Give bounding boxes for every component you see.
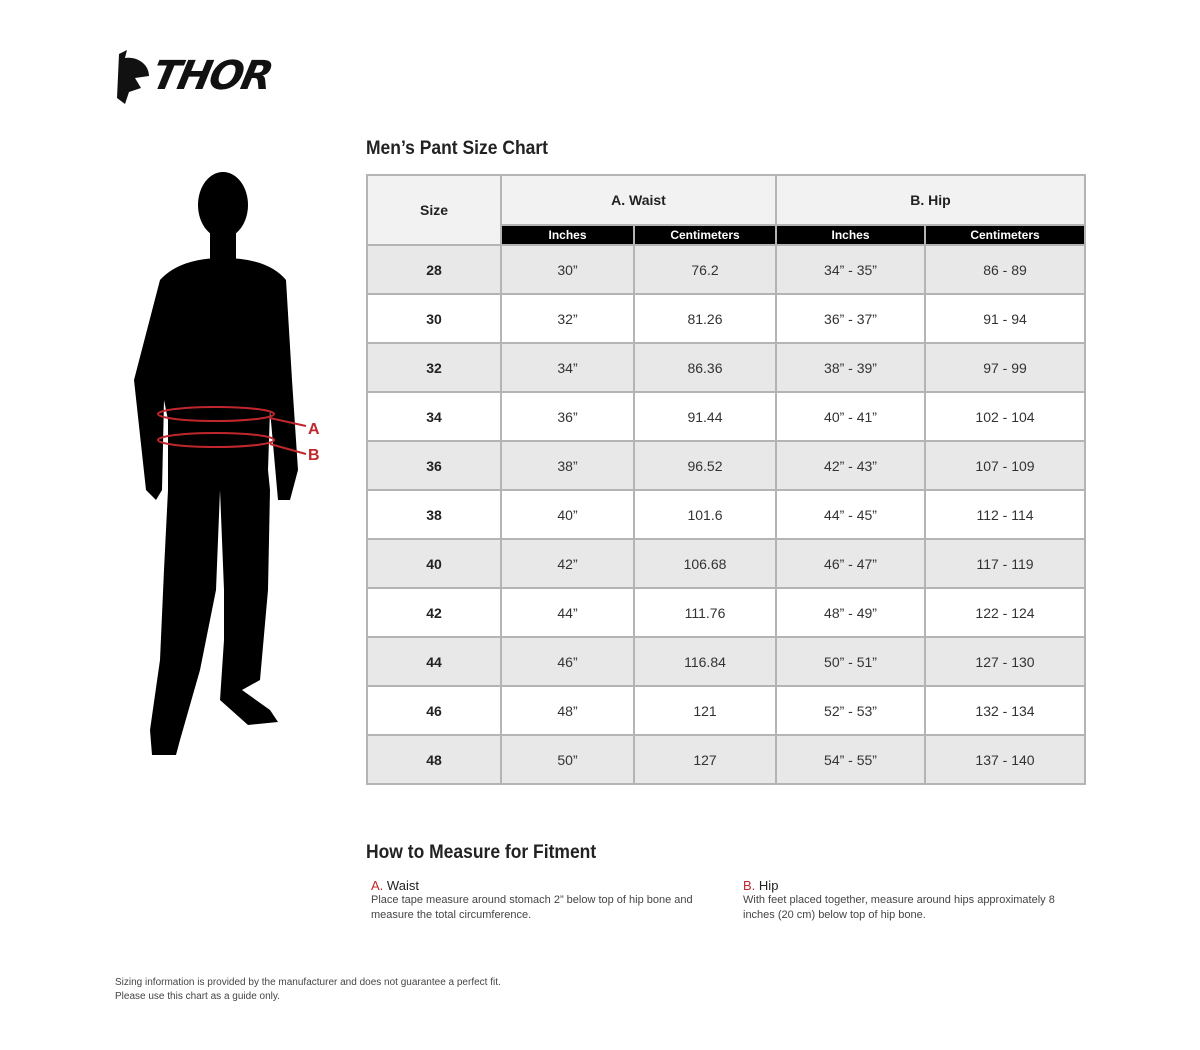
hip-cm-cell: 117 - 119 [924, 538, 1086, 589]
waist-text: Place tape measure around stomach 2” bel… [371, 894, 693, 921]
table-row: 40 42” 106.68 46” - 47” 117 - 119 [366, 538, 1086, 589]
waist-cm-header: Centimeters [633, 224, 777, 246]
waist-cm-cell: 111.76 [633, 587, 777, 638]
waist-inches-cell: 48” [500, 685, 635, 736]
waist-inches-cell: 36” [500, 391, 635, 442]
table-row: 30 32” 81.26 36” - 37” 91 - 94 [366, 293, 1086, 344]
table-row: 32 34” 86.36 38” - 39” 97 - 99 [366, 342, 1086, 393]
thor-logo: THOR [115, 48, 275, 104]
waist-inches-cell: 32” [500, 293, 635, 344]
waist-cm-cell: 127 [633, 734, 777, 785]
hip-cm-cell: 132 - 134 [924, 685, 1086, 736]
waist-inches-cell: 50” [500, 734, 635, 785]
waist-name: Waist [386, 878, 419, 893]
waist-cm-cell: 86.36 [633, 342, 777, 393]
hip-instructions: B. Hip With feet placed together, measur… [743, 878, 1083, 923]
table-row: 34 36” 91.44 40” - 41” 102 - 104 [366, 391, 1086, 442]
hip-inches-cell: 34” - 35” [775, 244, 926, 295]
label-a: A [308, 421, 320, 438]
hip-cm-header: Centimeters [924, 224, 1086, 246]
size-cell: 38 [366, 489, 502, 540]
table-row: 48 50” 127 54” - 55” 137 - 140 [366, 734, 1086, 785]
size-cell: 34 [366, 391, 502, 442]
size-cell: 42 [366, 587, 502, 638]
hip-inches-cell: 42” - 43” [775, 440, 926, 491]
waist-inches-cell: 38” [500, 440, 635, 491]
body-silhouette: A B [134, 172, 320, 755]
size-cell: 32 [366, 342, 502, 393]
waist-cm-cell: 91.44 [633, 391, 777, 442]
hip-inches-cell: 40” - 41” [775, 391, 926, 442]
helmet-icon [117, 50, 149, 104]
waist-header: A. Waist [500, 174, 777, 226]
disclaimer: Sizing information is provided by the ma… [115, 976, 501, 1004]
hip-cm-cell: 137 - 140 [924, 734, 1086, 785]
hip-cm-cell: 122 - 124 [924, 587, 1086, 638]
table-row: 46 48” 121 52” - 53” 132 - 134 [366, 685, 1086, 736]
table-row: 42 44” 111.76 48” - 49” 122 - 124 [366, 587, 1086, 638]
hip-cm-cell: 102 - 104 [924, 391, 1086, 442]
table-row: 38 40” 101.6 44” - 45” 112 - 114 [366, 489, 1086, 540]
size-cell: 48 [366, 734, 502, 785]
hip-inches-cell: 38” - 39” [775, 342, 926, 393]
hip-inches-cell: 50” - 51” [775, 636, 926, 687]
waist-inches-header: Inches [500, 224, 635, 246]
size-cell: 46 [366, 685, 502, 736]
waist-cm-cell: 96.52 [633, 440, 777, 491]
hip-cm-cell: 112 - 114 [924, 489, 1086, 540]
waist-inches-cell: 34” [500, 342, 635, 393]
hip-inches-cell: 36” - 37” [775, 293, 926, 344]
how-to-title: How to Measure for Fitment [366, 842, 597, 863]
size-cell: 40 [366, 538, 502, 589]
hip-cm-cell: 91 - 94 [924, 293, 1086, 344]
hip-inches-cell: 46” - 47” [775, 538, 926, 589]
hip-cm-cell: 97 - 99 [924, 342, 1086, 393]
hip-inches-cell: 54” - 55” [775, 734, 926, 785]
waist-inches-cell: 46” [500, 636, 635, 687]
waist-cm-cell: 81.26 [633, 293, 777, 344]
logo-text: THOR [148, 53, 276, 99]
size-cell: 36 [366, 440, 502, 491]
waist-letter: A. [371, 878, 384, 893]
hip-cm-cell: 107 - 109 [924, 440, 1086, 491]
size-chart-table: Size A. Waist B. Hip Inches Centimeters … [366, 174, 1086, 785]
hip-inches-header: Inches [775, 224, 926, 246]
table-row: 36 38” 96.52 42” - 43” 107 - 109 [366, 440, 1086, 491]
size-header: Size [366, 174, 502, 246]
hip-cm-cell: 127 - 130 [924, 636, 1086, 687]
waist-inches-cell: 30” [500, 244, 635, 295]
label-b: B [308, 447, 320, 464]
hip-inches-cell: 52” - 53” [775, 685, 926, 736]
disclaimer-line-2: Please use this chart as a guide only. [115, 991, 280, 1002]
table-row: 44 46” 116.84 50” - 51” 127 - 130 [366, 636, 1086, 687]
table-row: 28 30” 76.2 34” - 35” 86 - 89 [366, 244, 1086, 295]
hip-cm-cell: 86 - 89 [924, 244, 1086, 295]
waist-instructions: A. Waist Place tape measure around stoma… [371, 878, 711, 923]
hip-text: With feet placed together, measure aroun… [743, 894, 1055, 921]
waist-cm-cell: 106.68 [633, 538, 777, 589]
page-title: Men’s Pant Size Chart [366, 138, 548, 159]
size-cell: 28 [366, 244, 502, 295]
waist-inches-cell: 40” [500, 489, 635, 540]
waist-inches-cell: 44” [500, 587, 635, 638]
waist-cm-cell: 101.6 [633, 489, 777, 540]
waist-cm-cell: 121 [633, 685, 777, 736]
waist-inches-cell: 42” [500, 538, 635, 589]
size-cell: 44 [366, 636, 502, 687]
hip-letter: B. [743, 878, 756, 893]
hip-name: Hip [758, 878, 779, 893]
waist-cm-cell: 116.84 [633, 636, 777, 687]
size-cell: 30 [366, 293, 502, 344]
waist-cm-cell: 76.2 [633, 244, 777, 295]
hip-inches-cell: 44” - 45” [775, 489, 926, 540]
disclaimer-line-1: Sizing information is provided by the ma… [115, 977, 501, 988]
hip-header: B. Hip [775, 174, 1086, 226]
hip-inches-cell: 48” - 49” [775, 587, 926, 638]
